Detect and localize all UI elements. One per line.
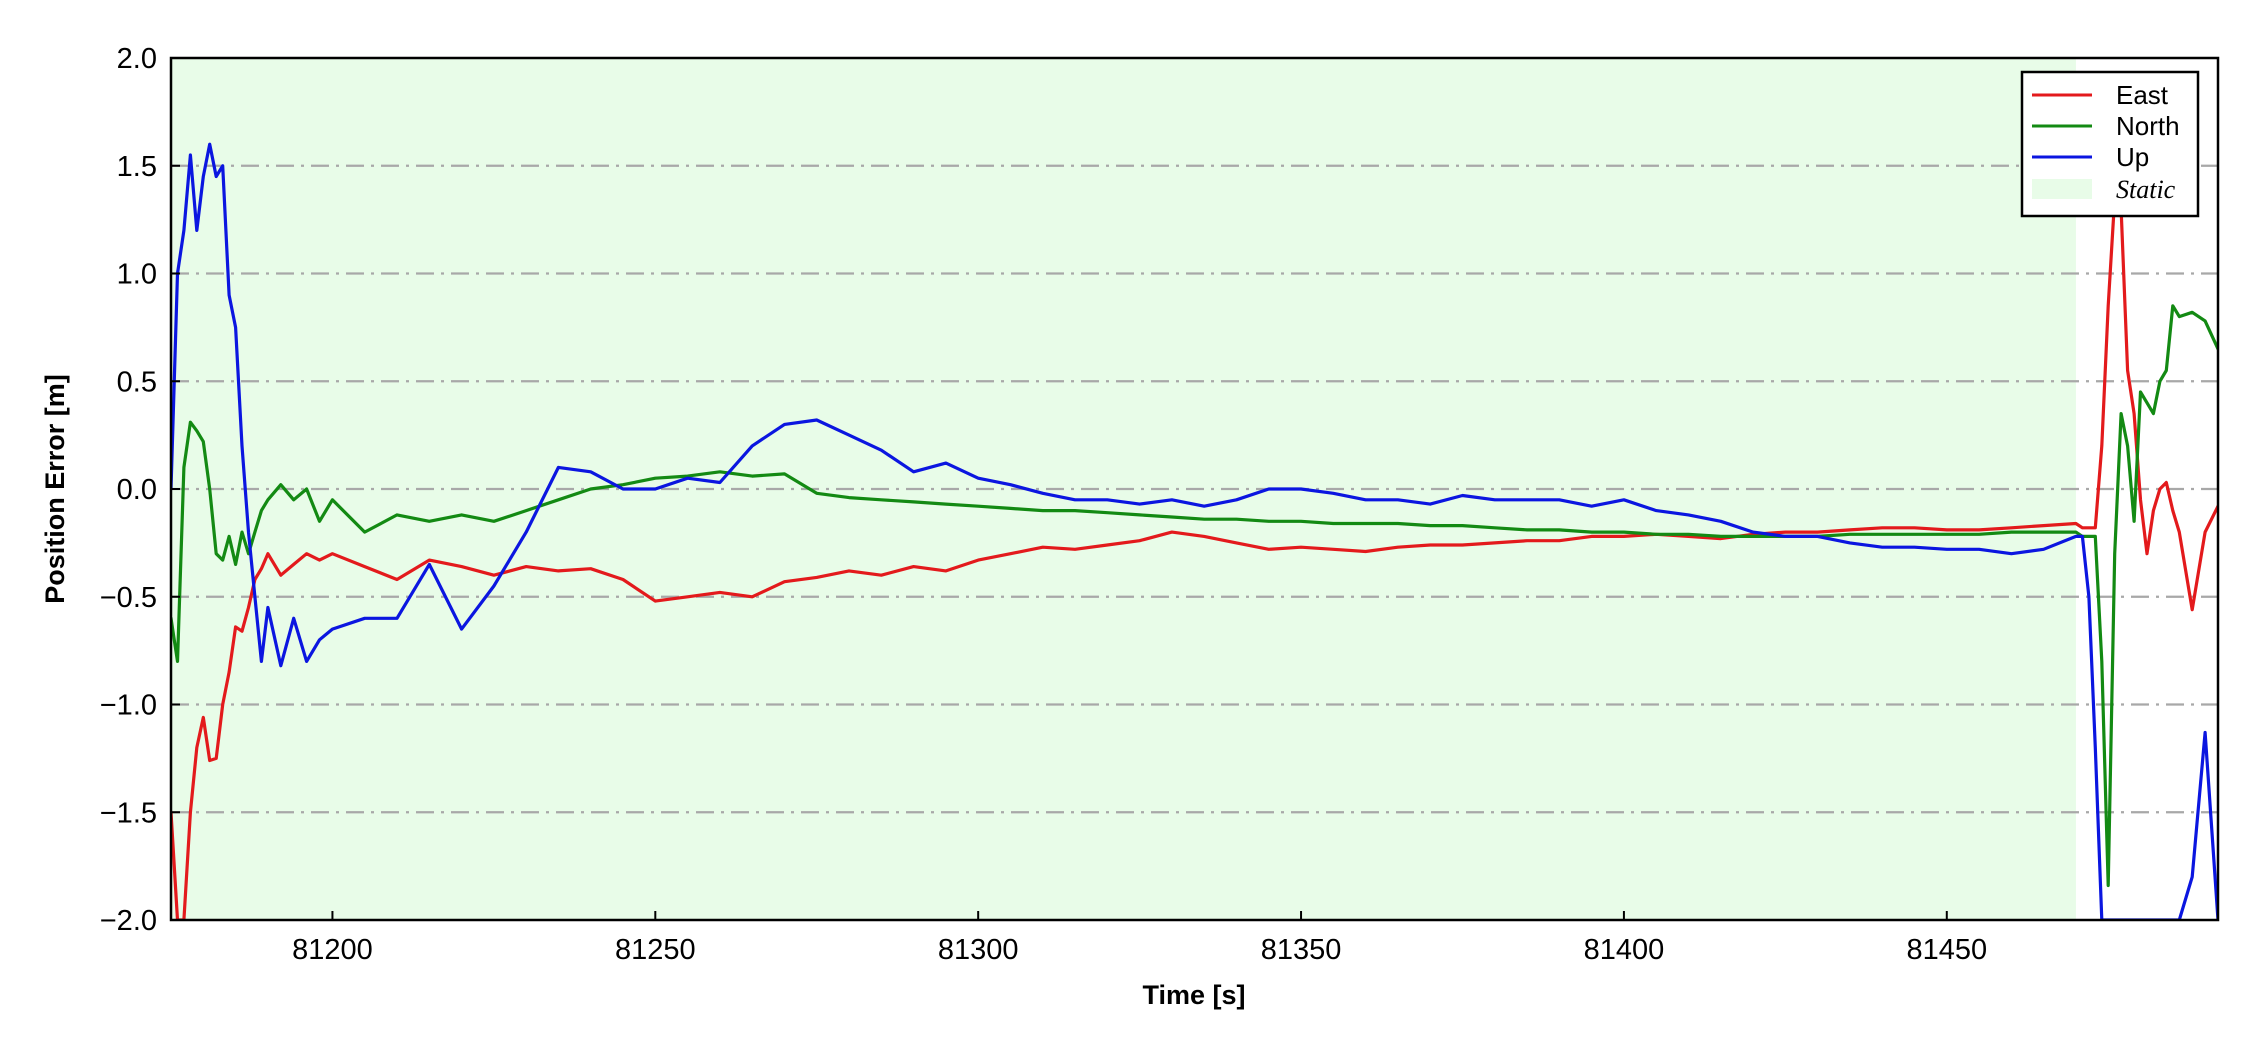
y-tick-label: 1.0 [117,259,157,291]
x-tick-label: 81400 [1584,934,1665,966]
x-tick-label: 81350 [1261,934,1342,966]
legend-label-up: Up [2116,142,2149,172]
series-line-east [171,196,2218,920]
y-tick-label: 0.0 [117,474,157,506]
y-tick-label: −0.5 [100,582,157,614]
y-tick-label: 2.0 [117,43,157,75]
x-axis-ticks: 81200 81250 81300 81350 81400 81450 [292,911,1987,966]
y-tick-label: −2.0 [100,905,157,937]
y-tick-label: 1.5 [117,151,157,183]
gridlines [171,164,2218,814]
series-line-up [171,142,2218,920]
x-tick-label: 81200 [292,934,373,966]
legend: East North Up Static [2020,70,2200,218]
x-tick-label: 81250 [615,934,696,966]
legend-label-east: East [2116,80,2169,110]
series-lines [171,142,2218,920]
y-axis-ticks: −2.0 −1.5 −1.0 −0.5 0.0 0.5 1.0 1.5 2.0 [100,43,180,937]
y-tick-label: −1.5 [100,797,157,829]
x-tick-label: 81300 [938,934,1019,966]
y-tick-label: −1.0 [100,690,157,722]
legend-patch-static [2032,179,2092,199]
legend-label-north: North [2116,111,2180,141]
y-tick-label: 0.5 [117,366,157,398]
series-line-north [171,304,2218,888]
y-axis-label: Position Error [m] [40,374,70,604]
x-axis-label: Time [s] [1142,980,1245,1010]
x-tick-label: 81450 [1906,934,1987,966]
legend-label-static: Static [2116,175,2176,204]
